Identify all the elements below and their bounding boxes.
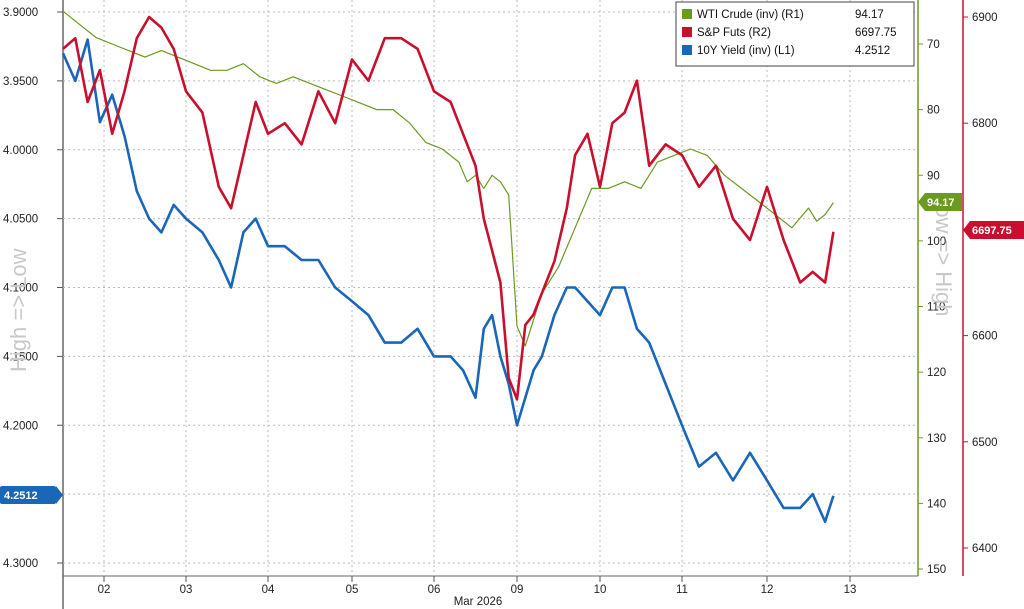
left-tick-label: 4.2000	[3, 420, 38, 432]
x-tick-label: 09	[511, 584, 524, 596]
r1-tick-label: 130	[927, 433, 946, 445]
x-month-label: Mar 2026	[454, 596, 503, 608]
x-tick-label: 13	[844, 584, 857, 596]
r2-tick-label: 6800	[972, 118, 998, 130]
x-tick-label: 11	[676, 584, 688, 596]
legend-label-sp: S&P Futs (R2)	[697, 27, 771, 39]
r2-tick-label: 6500	[972, 437, 998, 449]
r1-tick-label: 70	[927, 39, 940, 51]
r2-tick-label: 6600	[972, 331, 998, 343]
r1-tick-label: 120	[927, 367, 946, 379]
legend-value-sp: 6697.75	[855, 27, 897, 39]
legend-item-sp: S&P Futs (R2) 6697.75	[682, 27, 897, 39]
badge-left: 4.2512	[0, 486, 63, 504]
badge-r1-text: 94.17	[927, 197, 955, 209]
x-tick-label: 12	[761, 584, 774, 596]
left-tick-label: 4.0000	[3, 145, 38, 157]
left-tick-label: 4.0500	[3, 214, 38, 226]
series-line-wti-crude	[62, 10, 834, 347]
series-line-sp-futs	[62, 15, 835, 401]
legend: WTI Crude (inv) (R1) 94.17 S&P Futs (R2)…	[675, 1, 915, 67]
left-tick-label: 4.1500	[3, 351, 38, 363]
x-tick-label: 04	[262, 584, 275, 596]
r1-tick-label: 110	[927, 302, 945, 314]
r1-tick-label: 150	[927, 564, 946, 576]
left-side-label: High => Low	[6, 248, 31, 372]
right-side-label: Low => High	[931, 193, 956, 317]
x-tick-label: 10	[594, 584, 607, 596]
badge-r2-text: 6697.75	[972, 225, 1012, 237]
r1-tick-label: 90	[927, 170, 940, 182]
x-tick-label: 02	[98, 584, 111, 596]
legend-label-wti: WTI Crude (inv) (R1)	[697, 9, 804, 21]
left-tick-label: 3.9500	[3, 76, 38, 88]
legend-item-wti: WTI Crude (inv) (R1) 94.17	[682, 9, 884, 21]
x-tick-label: 03	[180, 584, 193, 596]
badge-r1: 94.17	[918, 193, 962, 211]
right-axis-1-ticks: 70 80 90 100 110 120 130 140 150	[918, 39, 946, 576]
r2-tick-label: 6400	[972, 543, 998, 555]
legend-item-yield: 10Y Yield (inv) (L1) 4.2512	[682, 45, 890, 57]
r1-tick-label: 80	[927, 105, 940, 117]
series-line-10y-yield	[61, 38, 835, 523]
legend-value-wti: 94.17	[855, 9, 884, 21]
r1-tick-label: 140	[927, 498, 946, 510]
grid	[63, 0, 918, 576]
legend-swatch-yield	[682, 45, 692, 55]
left-tick-label: 3.9000	[3, 7, 38, 19]
legend-label-yield: 10Y Yield (inv) (L1)	[697, 45, 795, 57]
x-tick-label: 06	[428, 584, 441, 596]
right-axis-2-ticks: 690068006700660065006400	[963, 12, 998, 555]
left-tick-label: 4.1000	[3, 283, 38, 295]
legend-swatch-wti	[682, 9, 692, 19]
series-layer	[61, 10, 835, 523]
badge-r2: 6697.75	[963, 221, 1024, 239]
x-tick-label: 05	[346, 584, 359, 596]
legend-swatch-sp	[682, 27, 692, 37]
badge-left-text: 4.2512	[4, 490, 38, 502]
legend-value-yield: 4.2512	[855, 45, 890, 57]
x-axis-ticks: 02 03 04 05 06 09 10 11 12 13	[98, 576, 857, 596]
left-tick-label: 4.3000	[3, 558, 38, 570]
r2-tick-label: 6900	[972, 12, 998, 24]
r1-tick-label: 100	[927, 236, 946, 248]
